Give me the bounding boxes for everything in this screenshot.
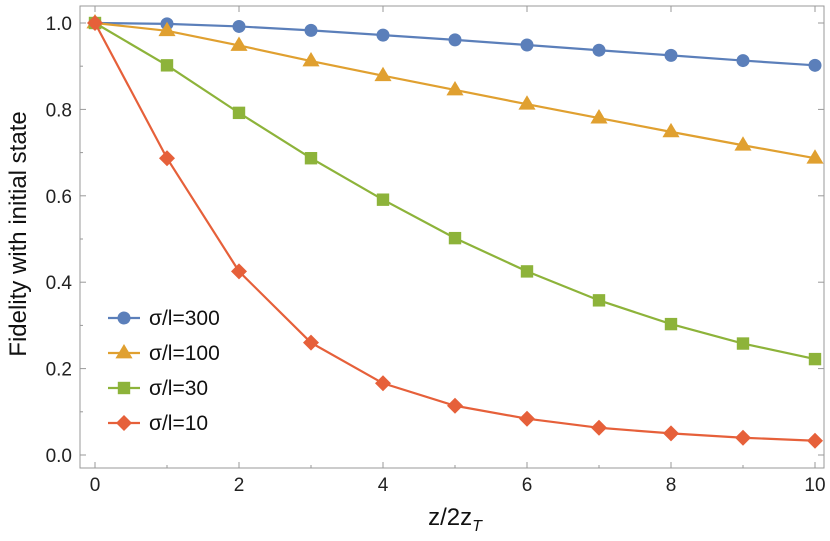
data-point: [592, 294, 606, 307]
data-point: [302, 52, 320, 67]
series-1: [86, 14, 824, 164]
data-point: [590, 109, 608, 124]
legend-item: σ/l=100: [108, 342, 220, 365]
legend-label: σ/l=300: [149, 307, 220, 330]
x-tick-label: 0: [90, 475, 101, 496]
data-point: [807, 432, 823, 449]
x-axis-title-subscript: T: [472, 518, 483, 535]
y-axis-title: Fidelity with initial state: [5, 111, 32, 356]
data-point: [519, 410, 535, 427]
legend-item: σ/l=300: [108, 307, 220, 330]
x-tick-label: 8: [666, 475, 677, 496]
data-point: [230, 36, 248, 51]
data-point: [376, 28, 390, 42]
legend-label: σ/l=100: [149, 342, 220, 365]
data-point: [591, 419, 607, 436]
series-3: [87, 15, 823, 449]
y-tick-label: 0.8: [46, 100, 72, 121]
data-point: [518, 95, 536, 110]
data-point: [374, 66, 392, 82]
plot-frame: [79, 5, 825, 469]
data-point: [663, 425, 679, 442]
x-tick-label: 2: [234, 475, 245, 496]
data-point: [304, 23, 318, 37]
data-point: [447, 397, 463, 414]
series-0: [88, 16, 822, 72]
plot-border: [79, 5, 825, 469]
data-point: [87, 15, 103, 31]
data-point: [303, 334, 319, 351]
data-point: [159, 150, 175, 167]
y-tick-label: 0.2: [46, 360, 72, 381]
data-point: [736, 337, 750, 350]
data-point: [231, 263, 247, 280]
legend-swatch-marker: [117, 311, 131, 325]
data-point: [592, 43, 606, 57]
data-point: [376, 193, 390, 206]
data-point: [520, 38, 534, 52]
data-point: [662, 122, 680, 138]
legend-swatch-marker: [115, 344, 133, 359]
y-tick-label: 0.0: [46, 446, 72, 467]
x-axis-title-main: z/2z: [428, 504, 472, 531]
data-point: [735, 429, 751, 446]
data-point: [736, 54, 750, 68]
y-tick-label: 0.4: [46, 273, 73, 294]
legend-swatch-marker: [116, 415, 132, 431]
data-point: [160, 59, 174, 72]
x-axis-title: z/2zT: [428, 504, 483, 535]
data-point: [664, 48, 678, 62]
data-point: [158, 21, 176, 37]
x-tick-label: 6: [522, 475, 533, 496]
data-point: [448, 231, 462, 245]
data-point: [304, 152, 318, 165]
data-point: [448, 33, 462, 47]
y-tick-label: 0.6: [46, 187, 72, 208]
data-point: [806, 149, 824, 164]
legend-label: σ/l=30: [149, 377, 208, 400]
axis-ticks: 0 2 4 6 8 10 0.0 0.2 0.4 0.6 0.8 1.0: [46, 6, 826, 496]
x-tick-label: 10: [804, 475, 825, 496]
data-point: [520, 265, 534, 278]
legend-item: σ/l=30: [108, 377, 208, 400]
legend-swatch-marker: [117, 381, 131, 395]
data-point: [232, 19, 246, 33]
data-point: [232, 106, 246, 120]
data-point: [375, 375, 391, 392]
legend-item: σ/l=10: [108, 412, 208, 435]
x-tick-label: 4: [378, 475, 389, 496]
series-layer: [86, 14, 824, 449]
y-tick-label: 1.0: [46, 14, 72, 35]
series-2: [88, 16, 822, 366]
data-point: [734, 136, 752, 151]
legend-label: σ/l=10: [149, 412, 208, 435]
data-point: [664, 317, 678, 331]
data-point: [808, 58, 822, 72]
legend: σ/l=300 σ/l=100 σ/l=30 σ/l=10: [108, 307, 220, 435]
data-point: [446, 80, 464, 96]
data-point: [808, 352, 822, 366]
